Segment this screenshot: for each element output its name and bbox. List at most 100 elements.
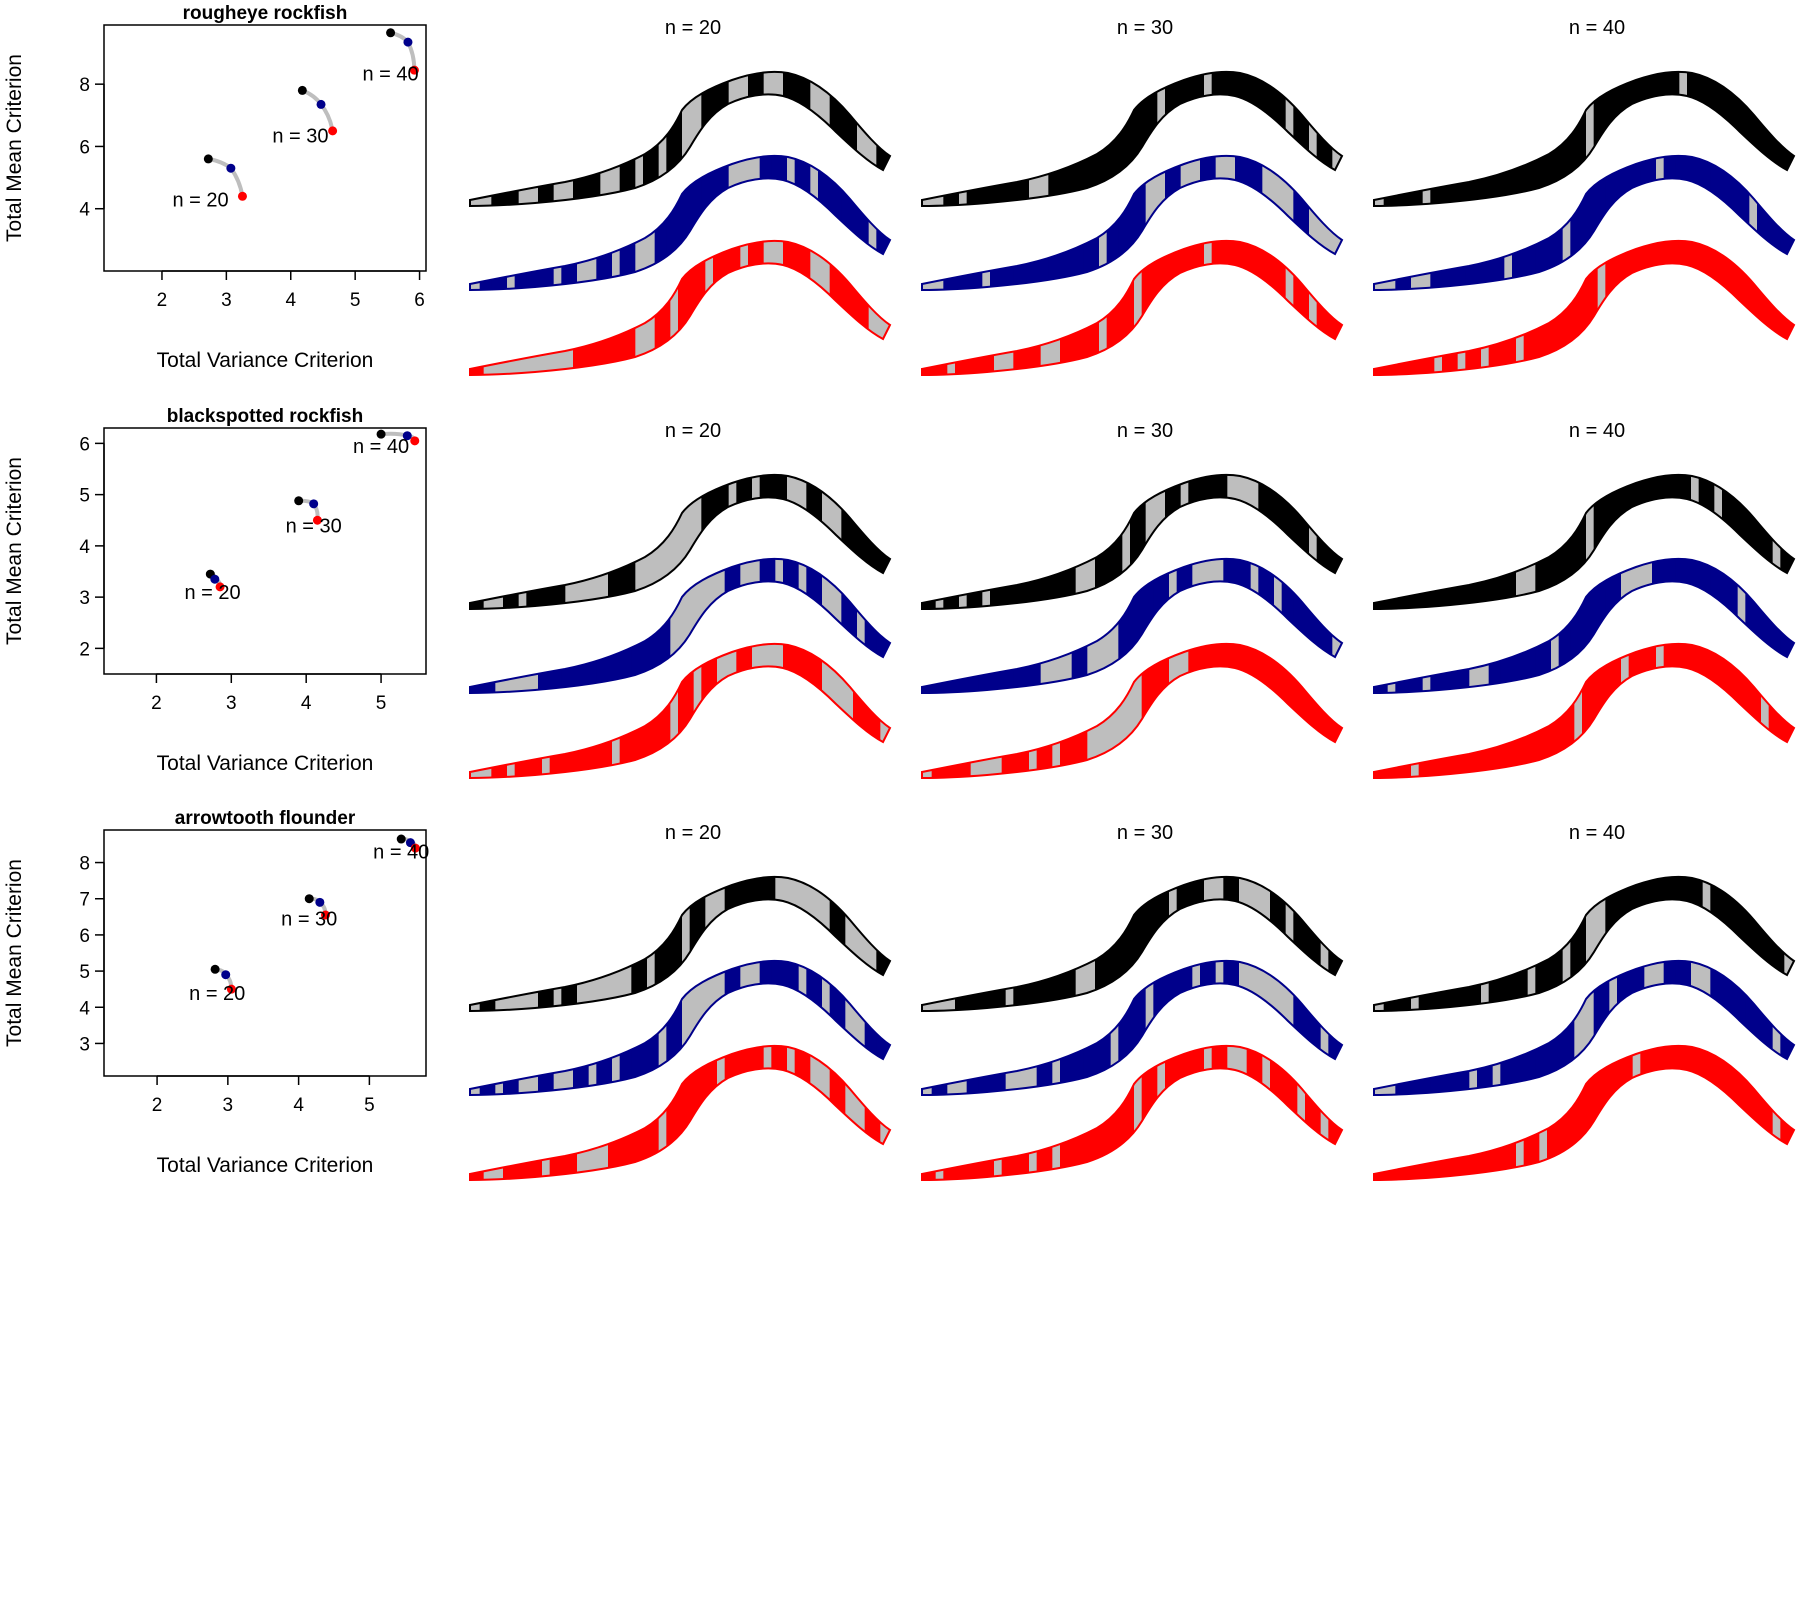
stratum-block [1535,71,1551,207]
stratum-block [1374,643,1388,779]
stratum-block [619,71,636,207]
stratum-block [666,71,682,207]
stratum-block [1383,643,1400,779]
scatter-panel-blackspotted-rockfish: blackspotted rockfish Total Variance Cri… [3,406,427,775]
stratum-block [584,71,601,207]
stratum-block [470,558,484,694]
map-title: n = 30 [1117,822,1173,844]
stratum-block [853,155,869,291]
x-axis-title: Total Variance Criterion [157,349,374,372]
data-point [237,191,247,201]
stratum-block [748,1045,764,1181]
map-title: n = 40 [1569,420,1625,442]
y-tick-label: 3 [79,588,90,609]
x-axis-title: Total Variance Criterion [157,752,374,775]
data-point [402,431,412,441]
stratum-block [479,876,496,1012]
stratum-block [1025,240,1041,376]
stratum-block [1188,240,1204,376]
data-point [386,28,396,38]
x-tick-label: 2 [151,693,162,714]
plot-marks: 2 3 4 5 3 4 5 6 7 8 n = 20 n = 30 n = 40 [79,834,429,1116]
stratum-block [922,474,936,610]
stratum-block [479,960,496,1096]
stratum-block [771,474,787,610]
stratum-block [1141,1045,1158,1181]
stratum-block [1374,1045,1388,1181]
data-point [304,894,314,904]
stratum-block [1733,240,1750,376]
shelf-map [1373,1044,1795,1181]
stratum-block [1500,474,1516,610]
stratum-block [1442,240,1458,376]
plot-marks: 2 3 4 5 2 3 4 5 6 n = 20 n = 30 n = 40 [79,429,420,714]
stratum-block [771,1045,787,1181]
scatter-panel-arrowtooth-flounder: arrowtooth flounder Total Variance Crite… [3,808,429,1177]
stratum-block [678,643,694,779]
y-tick-label: 4 [79,537,90,558]
stratum-block [470,474,484,610]
data-point [215,582,225,592]
stratum-block [538,876,554,1012]
stratum-block [724,240,741,376]
stratum-block [666,876,682,1012]
stratum-block [1593,1045,1610,1181]
stratum-block [526,1045,542,1181]
selected-strata [1374,1045,1794,1181]
stratum-block [1675,474,1691,610]
stratum-block [1374,558,1388,694]
shelf-map [1373,642,1795,779]
stratum-block [1733,1045,1750,1181]
y-tick-label: 2 [79,639,90,660]
stratum-block [1305,960,1321,1096]
panel-title: rougheye rockfish [183,3,348,24]
stratum-block [1328,960,1342,1096]
stratum-block [759,876,776,1012]
selected-strata [922,240,1342,376]
stratum-block [1570,474,1586,610]
data-point [316,99,326,109]
y-axis-title: Total Mean Criterion [3,54,26,242]
map-title: n = 20 [665,822,721,844]
x-tick-label: 5 [364,1095,375,1116]
stratum-block [1780,960,1794,1096]
stratum-block [689,240,706,376]
map-panel: n = 40 [1373,420,1795,779]
stratum-block [1235,558,1251,694]
stratum-block [1281,1045,1298,1181]
selected-strata [1374,643,1794,779]
stratum-block [1535,474,1551,610]
stratum-block [1780,155,1794,291]
stratum-block [736,643,752,779]
stratum-block [561,876,577,1012]
map-panel: n = 40 [1373,17,1795,376]
stratum-block [724,558,741,694]
stratum-block [1118,240,1134,376]
stratum-block [1223,876,1239,1012]
stratum-block [470,240,484,376]
y-axis-title: Total Mean Criterion [3,859,26,1047]
stratum-block [1246,1045,1263,1181]
stratum-block [1453,558,1470,694]
stratum-block [1141,643,1158,779]
stratum-block [1383,876,1400,1012]
stratum-block [1570,876,1586,1012]
stratum-block [1013,643,1029,779]
stratum-block [876,876,890,1012]
stratum-block [1465,876,1481,1012]
stratification-maps: n = 20 n = 30 n = 40 n = 20 n = 30 n = 40 n = … [469,17,1795,1181]
stratum-block [1176,960,1193,1096]
stratum-block [1453,960,1470,1096]
data-point [409,65,419,75]
stratum-block [1095,474,1111,610]
stratum-block [771,155,787,291]
data-point [315,897,325,907]
plot-frame [103,829,427,1077]
stratum-block [1211,474,1228,610]
point-group-label: n = 40 [362,63,418,85]
stratum-block [1200,155,1216,291]
data-point [410,436,420,446]
stratum-block [783,960,799,1096]
stratum-block [561,1045,577,1181]
y-tick-label: 6 [79,137,90,158]
